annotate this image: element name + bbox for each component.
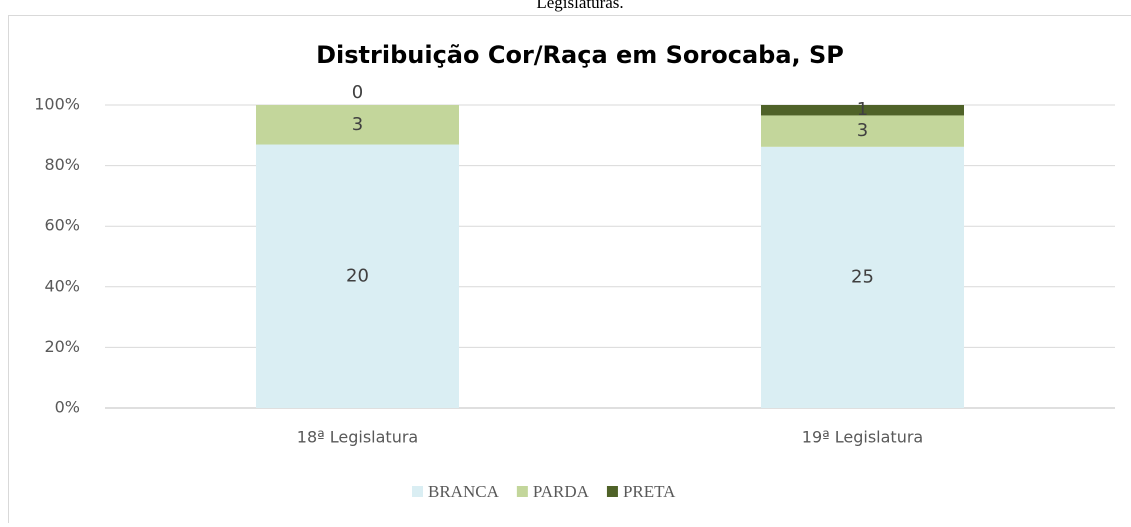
data-label: 20 [346, 265, 369, 286]
legend-swatch [517, 486, 528, 497]
x-tick-label: 18ª Legislatura [297, 428, 418, 447]
legend-swatch [607, 486, 618, 497]
data-label: 3 [352, 114, 363, 135]
x-tick-label: 19ª Legislatura [802, 428, 923, 447]
y-tick-label: 0% [55, 398, 80, 417]
y-tick-label: 100% [34, 95, 80, 114]
data-label: 0 [352, 82, 363, 103]
legend-label: PARDA [533, 482, 590, 501]
legend-label: PRETA [623, 482, 676, 501]
chart-title: Distribuição Cor/Raça em Sorocaba, SP [316, 41, 844, 69]
y-tick-label: 20% [44, 337, 80, 356]
legend-label: BRANCA [428, 482, 500, 501]
data-label: 3 [857, 120, 868, 141]
y-tick-label: 60% [44, 216, 80, 235]
y-tick-label: 40% [44, 276, 80, 295]
y-tick-label: 80% [44, 155, 80, 174]
data-label: 25 [851, 266, 874, 287]
caption: Legislaturas. [536, 0, 623, 12]
legend-swatch [412, 486, 423, 497]
data-label: 1 [857, 99, 868, 120]
